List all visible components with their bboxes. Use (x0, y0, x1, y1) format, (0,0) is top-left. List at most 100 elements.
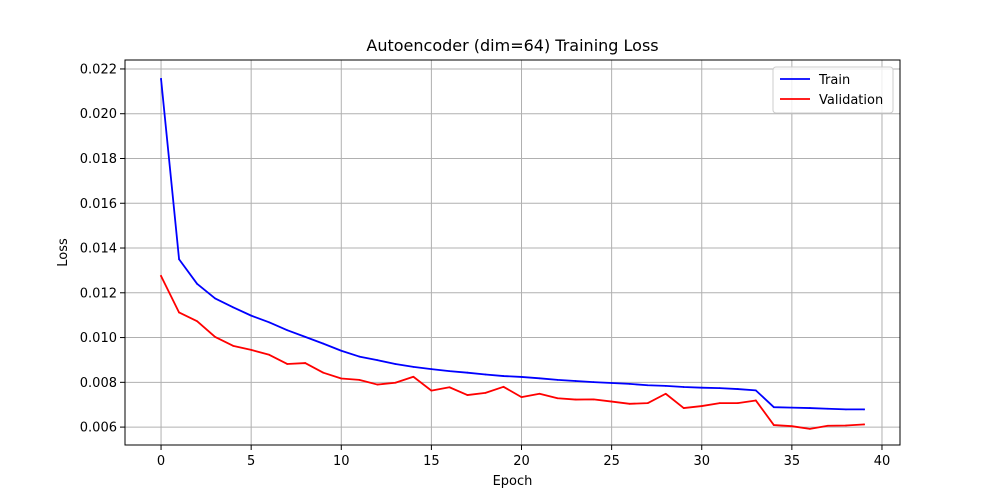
data-point-train (827, 407, 829, 410)
data-point-validation (304, 362, 307, 364)
x-tick-label: 40 (874, 454, 891, 469)
data-point-validation (232, 344, 235, 347)
chart-title: Autoencoder (dim=64) Training Loss (366, 36, 658, 55)
data-point-train (358, 355, 361, 358)
data-point-train (754, 389, 757, 392)
legend: Train Validation (772, 66, 894, 114)
data-point-validation (430, 389, 433, 392)
data-point-train (214, 297, 217, 300)
data-point-train (196, 282, 198, 285)
data-point-validation (556, 397, 559, 400)
data-point-validation (520, 396, 523, 398)
x-tick-label: 10 (333, 454, 350, 469)
legend-label-train: Train (818, 73, 850, 88)
data-point-train (376, 359, 379, 362)
data-point-validation (736, 402, 739, 405)
data-point-validation (412, 375, 415, 378)
data-point-train (808, 407, 811, 409)
data-point-validation (322, 371, 325, 374)
data-point-validation (376, 383, 379, 386)
plot-area (125, 60, 900, 445)
data-point-train (502, 375, 505, 377)
data-point-train (322, 342, 325, 345)
data-point-validation (700, 405, 703, 407)
y-tick-label: 0.014 (80, 242, 117, 257)
data-point-train (250, 314, 253, 317)
series-line-validation (159, 274, 865, 430)
data-point-train (286, 329, 289, 332)
data-point-validation (646, 402, 649, 405)
data-point-train (790, 406, 793, 409)
data-point-train (178, 258, 180, 261)
y-axis-label: Loss (56, 238, 71, 267)
data-point-train (304, 335, 307, 338)
data-point-validation (592, 398, 595, 401)
data-point-validation (610, 400, 613, 403)
data-point-validation (358, 378, 361, 381)
data-point-train (610, 382, 613, 384)
data-point-train (484, 373, 487, 376)
data-point-validation (845, 424, 847, 427)
data-point-train (448, 370, 451, 373)
data-point-validation (484, 391, 487, 394)
legend-label-validation: Validation (819, 93, 883, 108)
y-tick-label: 0.020 (80, 107, 117, 122)
data-point-validation (718, 402, 721, 405)
data-point-train (412, 365, 415, 368)
y-tick-label: 0.012 (80, 286, 117, 301)
tick-layer: 0 5 10 15 20 25 30 35 40 0.006 0.008 0.010 0.012 0.01… (80, 62, 890, 469)
data-point-validation (574, 398, 577, 401)
data-point-train (520, 376, 523, 378)
data-point-train (592, 381, 595, 383)
data-point-train (863, 408, 865, 411)
data-point-validation (772, 424, 775, 426)
data-point-train (538, 377, 541, 380)
data-point-train (394, 363, 397, 365)
y-tick-label: 0.010 (80, 331, 117, 346)
data-point-validation (863, 423, 865, 426)
data-point-train (466, 371, 469, 374)
data-point-validation (790, 425, 793, 428)
data-point-validation (502, 385, 505, 388)
data-point-validation (250, 348, 253, 351)
data-point-train (556, 378, 559, 381)
x-tick-label: 5 (247, 454, 255, 469)
data-point-train (646, 384, 649, 387)
data-point-validation (178, 311, 180, 314)
x-tick-label: 15 (423, 454, 440, 469)
data-point-train (736, 388, 739, 390)
x-tick-label: 20 (513, 454, 530, 469)
data-point-train (430, 368, 433, 371)
data-point-validation (628, 402, 631, 405)
data-point-validation (286, 363, 289, 365)
data-point-train (682, 386, 685, 388)
data-point-validation (448, 386, 451, 389)
data-point-validation (214, 335, 217, 338)
x-tick-label: 35 (784, 454, 801, 469)
data-point-validation (682, 407, 685, 409)
y-tick-label: 0.018 (80, 152, 117, 167)
series-layer (159, 78, 865, 430)
data-point-validation (754, 399, 757, 402)
x-tick-label: 25 (603, 454, 620, 469)
data-point-validation (827, 424, 829, 427)
series-line-train (160, 78, 865, 411)
data-point-validation (394, 381, 397, 384)
data-point-train (268, 321, 271, 324)
x-axis-label: Epoch (493, 474, 533, 489)
data-point-train (718, 387, 721, 390)
x-tick-label: 0 (157, 454, 165, 469)
grid-layer (125, 60, 900, 445)
data-point-train (845, 408, 847, 411)
plot-frame (124, 59, 901, 446)
data-point-validation (160, 275, 162, 277)
data-point-train (664, 385, 667, 387)
data-point-validation (466, 394, 469, 396)
data-point-validation (340, 377, 343, 380)
y-tick-label: 0.008 (80, 376, 117, 391)
data-point-validation (664, 392, 667, 395)
data-point-train (340, 349, 343, 352)
y-tick-label: 0.022 (80, 62, 117, 77)
data-point-validation (196, 320, 198, 323)
